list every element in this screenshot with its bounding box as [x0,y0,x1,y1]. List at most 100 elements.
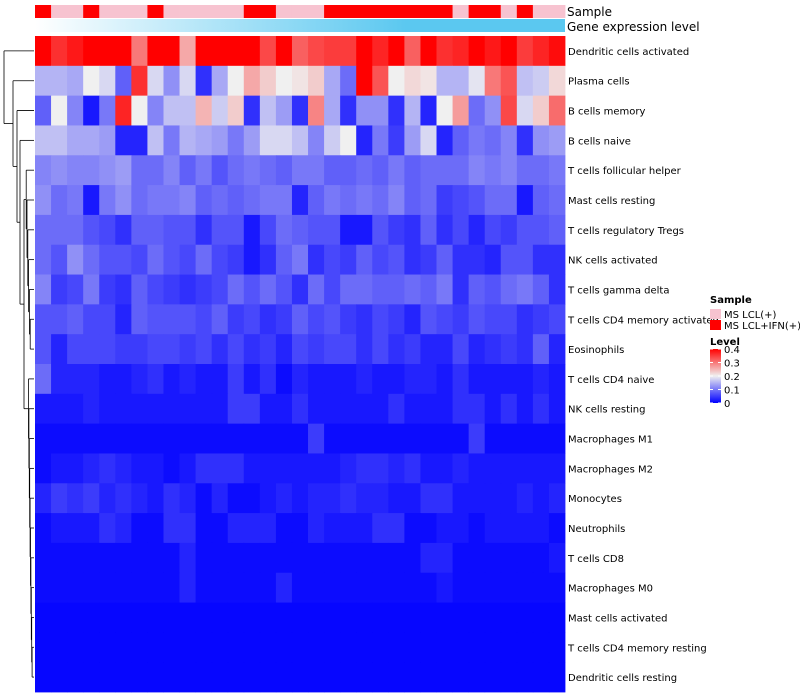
heatmap-cell [83,65,100,97]
heatmap-cell [500,453,518,484]
heatmap-cell [179,65,197,97]
heatmap-cell [340,36,357,67]
heatmap-cell [243,393,261,425]
heatmap-cell [211,36,229,67]
heatmap-cell [163,125,180,156]
heatmap-cell [291,155,309,186]
heatmap-cell [131,423,148,454]
heatmap-cell [468,483,486,514]
heatmap-cell [372,483,389,514]
heatmap-cell [35,304,52,335]
heatmap-cell [291,274,309,305]
heatmap-cell [324,244,341,275]
heatmap-cell [420,95,437,126]
heatmap-cell [452,542,470,574]
heatmap-cell [532,185,550,216]
heatmap-cell [147,95,164,126]
heatmap-cell [211,274,229,305]
sample-annotation-cell [51,5,68,18]
heatmap-cell [356,662,373,693]
heatmap-cell [275,423,293,454]
heatmap-cell [484,274,502,305]
heatmap-cell [372,423,389,454]
heatmap-cell [436,36,453,67]
heatmap-cell [388,453,405,484]
row-label: Dendritic cells activated [568,47,689,58]
sample-annotation-cell [420,5,437,18]
heatmap-cell [259,542,277,574]
heatmap-cell [340,572,357,603]
heatmap-cell [99,662,116,693]
heatmap-cell [83,662,100,693]
heatmap-cell [484,513,502,544]
heatmap-cell [340,483,357,514]
heatmap-cell [227,274,245,305]
heatmap-cell [356,155,373,186]
heatmap-cell [516,453,534,484]
heatmap-cell [51,632,68,663]
heatmap-cell [99,185,116,216]
heatmap-cell [147,393,164,425]
heatmap-cell [83,185,100,216]
heatmap-cell [532,602,550,633]
heatmap-cell [548,95,566,126]
heatmap-cell [324,125,341,156]
heatmap-cell [340,423,357,454]
heatmap-cell [131,185,148,216]
heatmap-cell [340,453,357,484]
heatmap-cell [131,95,148,126]
heatmap-cell [99,304,116,335]
heatmap-cell [227,125,245,156]
heatmap-cells [35,36,566,693]
heatmap-cell [195,364,213,395]
heatmap-cell [516,36,534,67]
heatmap-cell [516,632,534,663]
heatmap-cell [420,185,437,216]
heatmap-cell [452,393,470,425]
heatmap-cell [500,483,518,514]
heatmap-cell [147,125,164,156]
heatmap-cell [340,334,357,365]
heatmap-cell [83,334,100,365]
heatmap-cell [388,274,405,305]
heatmap-cell [548,274,566,305]
heatmap-cell [340,185,357,216]
heatmap-cell [484,334,502,365]
heatmap-cell [372,304,389,335]
heatmap-cell [500,513,518,544]
heatmap-cell [420,542,437,574]
heatmap-cell [227,185,245,216]
heatmap-cell [163,393,180,425]
heatmap-cell [356,572,373,603]
heatmap-cell [67,632,84,663]
heatmap-cell [388,65,405,97]
heatmap-cell [179,95,197,126]
heatmap-cell [548,453,566,484]
heatmap-cell [452,185,470,216]
heatmap-cell [195,214,213,246]
heatmap-cell [308,632,325,663]
heatmap-cell [51,483,68,514]
heatmap-cell [179,244,197,275]
heatmap-cell [468,304,486,335]
heatmap-cell [259,214,277,246]
heatmap-cell [35,423,52,454]
heatmap-cell [227,95,245,126]
heatmap-cell [436,364,453,395]
heatmap-cell [67,364,84,395]
heatmap-cell [259,364,277,395]
heatmap-cell [308,542,325,574]
heatmap-cell [163,602,180,633]
heatmap-cell [468,214,486,246]
heatmap-cell [548,244,566,275]
sample-annotation-cell [131,5,148,18]
heatmap-cell [115,632,132,663]
heatmap-cell [308,95,325,126]
heatmap-cell [388,95,405,126]
heatmap-cell [147,483,164,514]
heatmap-cell [372,36,389,67]
heatmap-cell [548,393,566,425]
sample-annotation-cell [163,5,180,18]
heatmap-cell [99,334,116,365]
heatmap-cell [147,214,164,246]
